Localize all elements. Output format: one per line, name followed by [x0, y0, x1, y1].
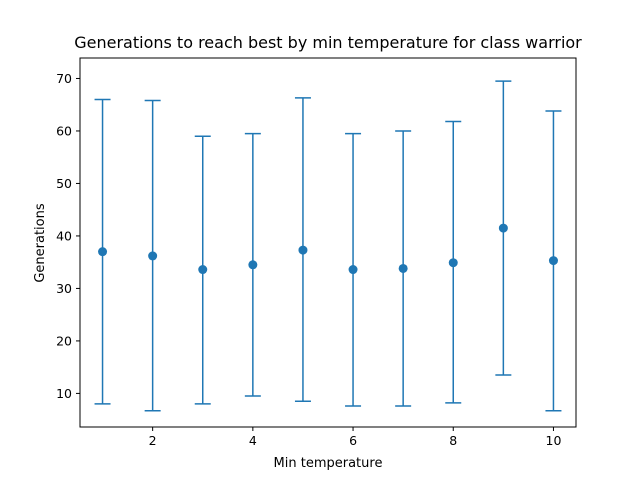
y-tick-label: 30 [56, 281, 72, 296]
y-tick-label: 50 [56, 176, 72, 191]
data-point [198, 265, 208, 275]
errorbar-group-5 [294, 97, 311, 403]
errorbar-group-4 [244, 132, 261, 397]
data-point [448, 258, 458, 268]
data-point [498, 223, 508, 233]
data-point [298, 245, 308, 255]
y-tick-label: 20 [56, 333, 72, 348]
errorbar-group-2 [144, 99, 161, 412]
chart-title: Generations to reach best by min tempera… [74, 33, 582, 52]
y-tick-label: 10 [56, 386, 72, 401]
errorbar-group-7 [395, 130, 412, 407]
data-point [348, 265, 358, 275]
y-axis-label: Generations [33, 203, 48, 283]
x-tick-label: 8 [449, 433, 457, 448]
x-axis: 2 4 6 8 10 [149, 427, 562, 448]
y-tick-label: 70 [56, 71, 72, 86]
errorbar-group-8 [445, 120, 462, 404]
y-axis: 10 20 30 40 50 60 70 [56, 71, 80, 401]
errorbar-group-6 [345, 132, 362, 407]
x-tick-label: 4 [249, 433, 257, 448]
x-tick-label: 6 [349, 433, 357, 448]
y-tick-label: 40 [56, 228, 72, 243]
data-point [398, 263, 408, 273]
x-tick-label: 10 [546, 433, 562, 448]
data-point [248, 260, 258, 270]
y-tick-label: 60 [56, 123, 72, 138]
x-axis-label: Min temperature [274, 456, 383, 471]
data-point [98, 247, 108, 257]
x-tick-label: 2 [149, 433, 157, 448]
errorbar-group-10 [545, 110, 562, 412]
errorbar-group-1 [94, 98, 111, 405]
errorbar-group-3 [194, 135, 211, 405]
data-point [148, 251, 158, 261]
errorbar-group-9 [495, 80, 512, 376]
plot-layer [94, 80, 562, 412]
plot-frame [79, 57, 577, 428]
data-point [548, 256, 558, 266]
